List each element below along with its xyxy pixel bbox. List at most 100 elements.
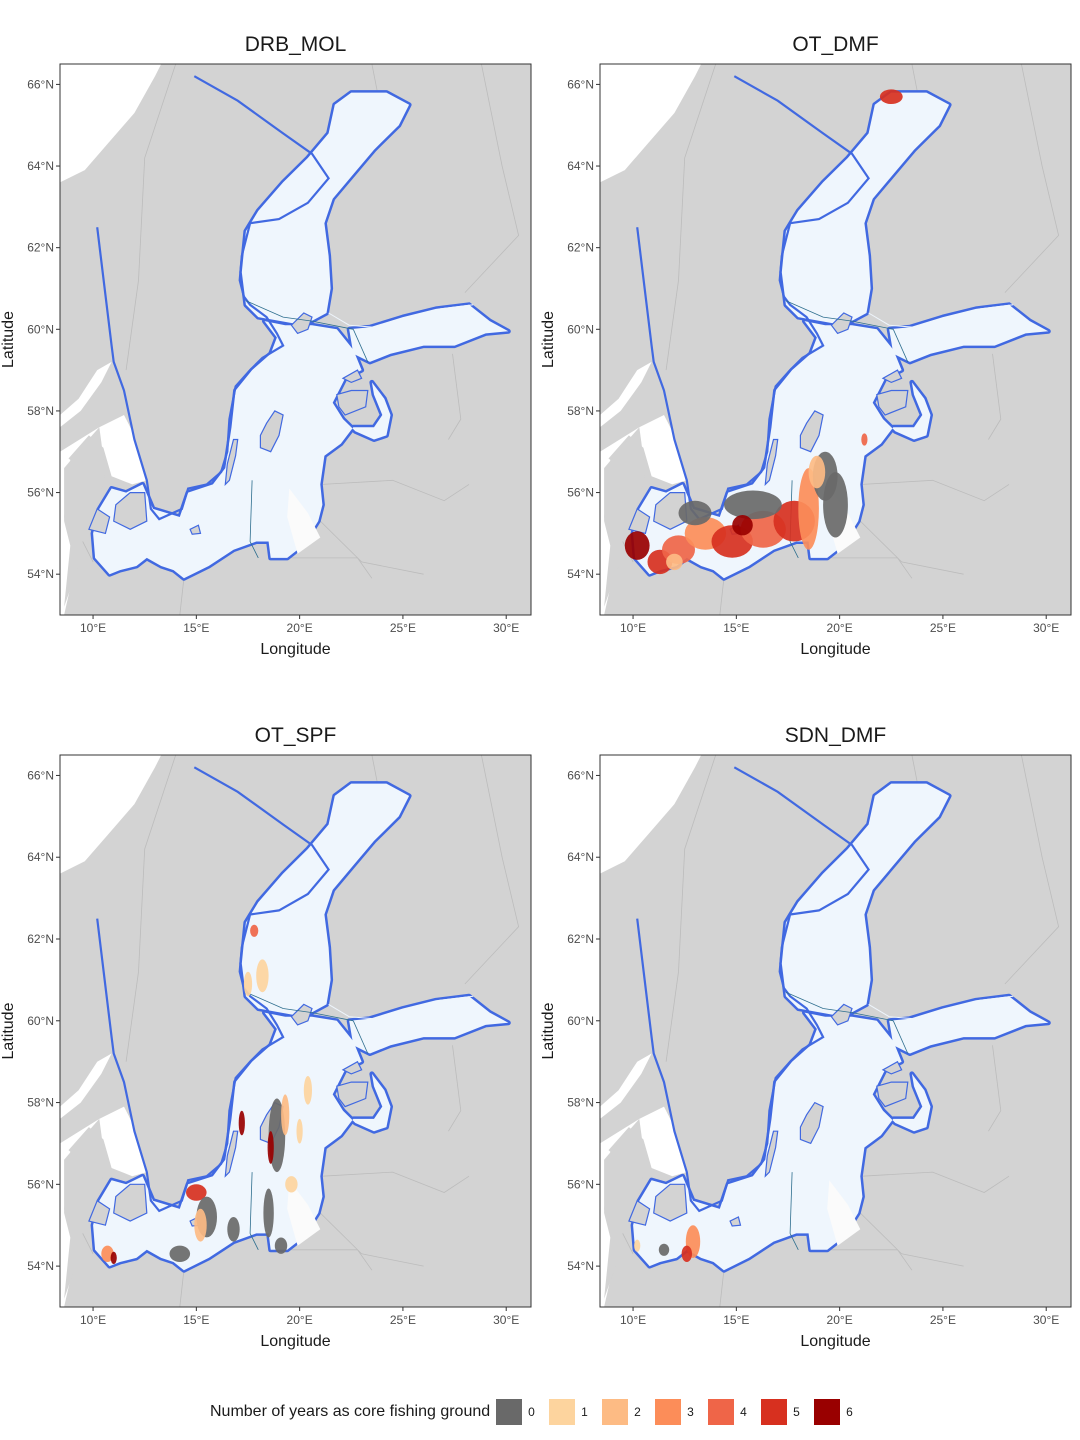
- country-border: [860, 1212, 964, 1267]
- x-tick-label: 25°E: [390, 621, 416, 635]
- y-tick-label: 58°N: [567, 404, 594, 418]
- core-ground-patch: [678, 500, 712, 526]
- core-ground-patch: [186, 1184, 207, 1201]
- outside-sea: [600, 64, 702, 183]
- map-area: [60, 755, 531, 1307]
- study-area: [781, 783, 950, 1017]
- x-tick-label: 15°E: [183, 621, 209, 635]
- y-tick-label: 64°N: [567, 850, 594, 864]
- country-border: [665, 755, 717, 1062]
- y-tick-label: 62°N: [27, 932, 54, 946]
- country-border: [320, 1212, 424, 1267]
- country-border: [464, 755, 520, 985]
- basin-boundary: [352, 329, 369, 363]
- country-border: [988, 353, 1002, 440]
- legend-key-2: [602, 1399, 629, 1425]
- core-ground-patch: [194, 1208, 207, 1242]
- country-border: [179, 1270, 185, 1307]
- core-ground-patch: [658, 1243, 670, 1256]
- core-ground-patch: [861, 433, 868, 446]
- y-tick-label: 66°N: [27, 768, 54, 782]
- panel-border: [59, 63, 532, 616]
- core-ground-patch: [243, 971, 253, 997]
- map-area: [60, 64, 531, 615]
- country-border: [320, 520, 424, 575]
- y-tick-label: 54°N: [27, 1259, 54, 1273]
- outside-sea: [60, 361, 112, 428]
- island: [224, 438, 239, 487]
- island: [113, 492, 148, 530]
- core-ground-patch: [798, 468, 819, 550]
- x-tick-label: 25°E: [390, 1313, 416, 1327]
- country-border: [622, 1233, 634, 1254]
- basin-boundary: [785, 300, 894, 330]
- legend-label-2: 2: [634, 1405, 641, 1419]
- legend-items: 0 1 2 3 4 5 6: [496, 1399, 867, 1425]
- basin-boundary: [249, 480, 259, 559]
- y-tick-label: 64°N: [27, 850, 54, 864]
- x-tick-label: 20°E: [827, 1313, 853, 1327]
- legend-key-5: [761, 1399, 788, 1425]
- island: [876, 389, 909, 416]
- x-tick-label: 10°E: [620, 1313, 646, 1327]
- basin-boundary: [785, 991, 894, 1022]
- core-ground-patch: [256, 959, 269, 993]
- y-tick-label: 56°N: [27, 1177, 54, 1191]
- core-ground-patch: [303, 1076, 312, 1105]
- panel-title: DRB_MOL: [245, 33, 347, 56]
- country-border: [82, 541, 94, 563]
- x-tick-label: 10°E: [80, 621, 106, 635]
- outside-sea: [60, 755, 162, 874]
- legend-label-4: 4: [740, 1405, 747, 1419]
- x-tick-label: 25°E: [930, 621, 956, 635]
- core-ground-patch: [110, 1251, 117, 1264]
- study-area: [633, 1012, 931, 1271]
- basin-boundary: [245, 991, 354, 1022]
- island: [628, 1199, 651, 1226]
- outside-sea: [600, 1106, 687, 1177]
- core-ground-patch: [238, 1110, 245, 1136]
- y-tick-label: 62°N: [27, 241, 54, 255]
- study-area: [241, 783, 410, 1017]
- study-area: [93, 321, 391, 579]
- x-tick-label: 10°E: [620, 621, 646, 635]
- y-axis-label: Latitude: [0, 311, 17, 368]
- outside-sea: [600, 755, 702, 874]
- coast-line: [328, 995, 474, 1020]
- island: [224, 1130, 239, 1178]
- x-tick-label: 10°E: [80, 1313, 106, 1327]
- map-panel-ot-spf: OT_SPF 10°E 15°E 20°E 25°E 30°E 54°N 56°N 58°N 60…: [0, 724, 532, 1350]
- x-tick-label: 30°E: [493, 621, 519, 635]
- coast-line: [328, 304, 474, 328]
- y-tick-label: 58°N: [27, 404, 54, 418]
- map-area: [600, 64, 1071, 615]
- island: [729, 1216, 742, 1227]
- x-axis-label: Longitude: [260, 641, 330, 658]
- country-border: [322, 479, 470, 502]
- y-tick-label: 66°N: [567, 77, 594, 91]
- sweden-coast: [636, 766, 870, 1213]
- basin-boundary: [352, 1020, 369, 1054]
- y-tick-label: 56°N: [567, 486, 594, 500]
- x-tick-label: 15°E: [723, 621, 749, 635]
- island: [764, 1130, 779, 1178]
- legend-label-5: 5: [793, 1405, 800, 1419]
- map-panel-ot-dmf: OT_DMF 10°E 15°E 20°E 25°E 30°E 54°N 56°N 58°N 60…: [540, 33, 1072, 658]
- country-border: [125, 64, 177, 371]
- core-ground-patch: [808, 455, 826, 489]
- y-tick-label: 62°N: [567, 932, 594, 946]
- island: [336, 389, 369, 416]
- legend-label-0: 0: [528, 1405, 535, 1419]
- panel-border: [599, 754, 1072, 1308]
- outside-wedge: [287, 1180, 321, 1246]
- country-border: [322, 1171, 470, 1193]
- x-tick-label: 30°E: [493, 1313, 519, 1327]
- x-tick-label: 30°E: [1033, 1313, 1059, 1327]
- island: [341, 1060, 363, 1075]
- country-border: [719, 1270, 725, 1307]
- x-tick-label: 20°E: [287, 1313, 313, 1327]
- outside-sea: [600, 415, 687, 485]
- country-border: [1004, 755, 1060, 985]
- island: [653, 1183, 688, 1222]
- y-axis-label: Latitude: [0, 1002, 17, 1059]
